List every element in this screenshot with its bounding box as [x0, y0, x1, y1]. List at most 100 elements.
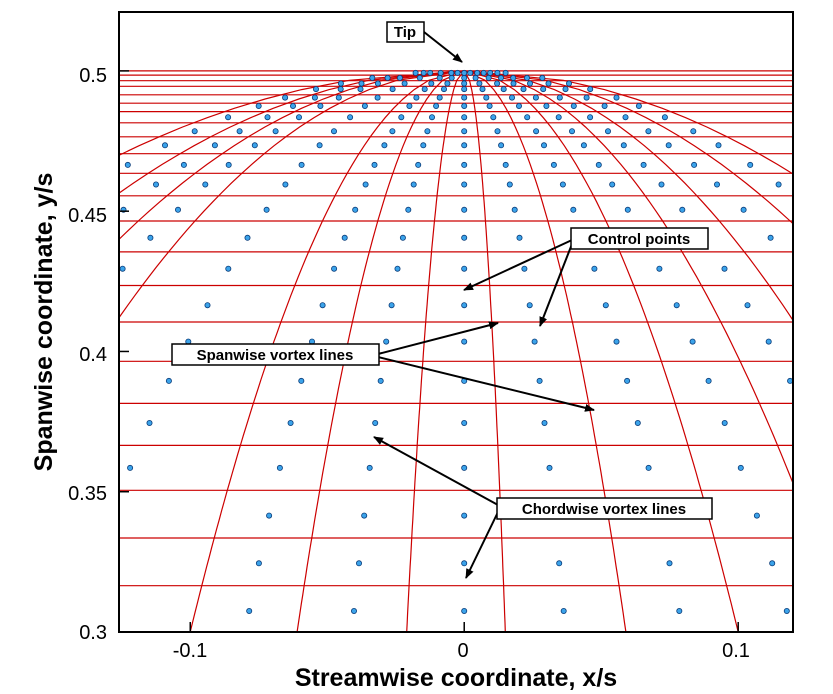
control-point — [433, 103, 440, 110]
control-point — [331, 265, 338, 272]
control-point — [383, 338, 390, 345]
control-point — [410, 181, 417, 188]
control-point — [255, 103, 262, 110]
control-point — [753, 512, 760, 519]
annotation-arrow — [465, 511, 499, 579]
control-point — [539, 74, 546, 81]
control-point — [747, 161, 754, 168]
control-point — [486, 103, 493, 110]
control-point — [500, 86, 507, 93]
control-point — [389, 128, 396, 135]
control-point — [461, 103, 468, 110]
control-point — [461, 302, 468, 309]
control-point — [165, 377, 172, 384]
control-point — [381, 142, 388, 149]
control-point — [420, 142, 427, 149]
x-axis-title: Streamwise coordinate, x/s — [295, 664, 617, 692]
control-point — [550, 161, 557, 168]
annotation-arrow — [423, 31, 463, 63]
control-point — [527, 80, 534, 87]
y-axis-title: Spanwise coordinate, y/s — [30, 173, 58, 472]
control-point — [362, 181, 369, 188]
annotation-arrow — [373, 436, 499, 506]
control-point — [399, 234, 406, 241]
control-point — [461, 114, 468, 121]
control-point — [783, 608, 790, 615]
control-point — [461, 464, 468, 471]
annotation-spanwise-vortex-lines-label: Spanwise vortex lines — [197, 347, 354, 364]
control-point — [357, 86, 364, 93]
control-point — [174, 206, 181, 213]
control-point — [555, 114, 562, 121]
control-point — [371, 161, 378, 168]
control-point — [479, 86, 486, 93]
control-point — [461, 181, 468, 188]
annotation-tip-label: Tip — [394, 24, 416, 41]
control-point — [428, 114, 435, 121]
control-point — [602, 302, 609, 309]
control-point — [437, 69, 444, 76]
control-point — [355, 560, 362, 567]
annotation-control-points-label: Control points — [588, 231, 690, 248]
control-point — [494, 69, 501, 76]
control-point — [461, 69, 468, 76]
control-point — [124, 161, 131, 168]
control-point — [461, 80, 468, 87]
y-tick-label: 0.5 — [79, 65, 107, 87]
control-point — [330, 128, 337, 135]
y-tick-label: 0.3 — [79, 622, 107, 644]
control-point — [562, 86, 569, 93]
y-tick-label: 0.45 — [68, 205, 107, 227]
control-point — [454, 69, 461, 76]
control-point — [533, 128, 540, 135]
control-point — [502, 161, 509, 168]
control-point — [721, 265, 728, 272]
chordwise-vortex-line — [119, 70, 465, 194]
control-point — [225, 265, 232, 272]
control-point — [211, 142, 218, 149]
control-point — [298, 161, 305, 168]
control-point — [511, 206, 518, 213]
chordwise-vortex-line — [464, 70, 793, 175]
control-point — [461, 338, 468, 345]
control-point — [467, 69, 474, 76]
control-point — [569, 128, 576, 135]
control-point — [737, 464, 744, 471]
control-point — [613, 94, 620, 101]
control-point — [416, 74, 423, 81]
control-point — [461, 560, 468, 567]
control-point — [516, 234, 523, 241]
control-point — [531, 338, 538, 345]
control-point — [474, 69, 481, 76]
annotation-arrow — [377, 356, 595, 412]
control-point — [350, 608, 357, 615]
control-point — [461, 234, 468, 241]
control-point — [377, 377, 384, 384]
control-point — [601, 103, 608, 110]
control-point — [127, 464, 134, 471]
control-point — [202, 181, 209, 188]
control-point — [795, 266, 800, 271]
control-point — [225, 114, 232, 121]
control-point — [595, 161, 602, 168]
control-point — [191, 128, 198, 135]
control-point — [282, 181, 289, 188]
control-point — [587, 86, 594, 93]
control-point — [420, 69, 427, 76]
x-tick-label: 0 — [457, 640, 468, 662]
control-point — [396, 74, 403, 81]
control-point — [666, 560, 673, 567]
control-point — [536, 377, 543, 384]
control-point — [673, 302, 680, 309]
control-point — [287, 419, 294, 426]
control-point — [424, 128, 431, 135]
control-point — [483, 94, 490, 101]
control-point — [461, 94, 468, 101]
control-point — [705, 377, 712, 384]
control-point — [461, 128, 468, 135]
control-point — [161, 142, 168, 149]
control-point — [498, 142, 505, 149]
control-point — [506, 181, 513, 188]
control-point — [335, 94, 342, 101]
